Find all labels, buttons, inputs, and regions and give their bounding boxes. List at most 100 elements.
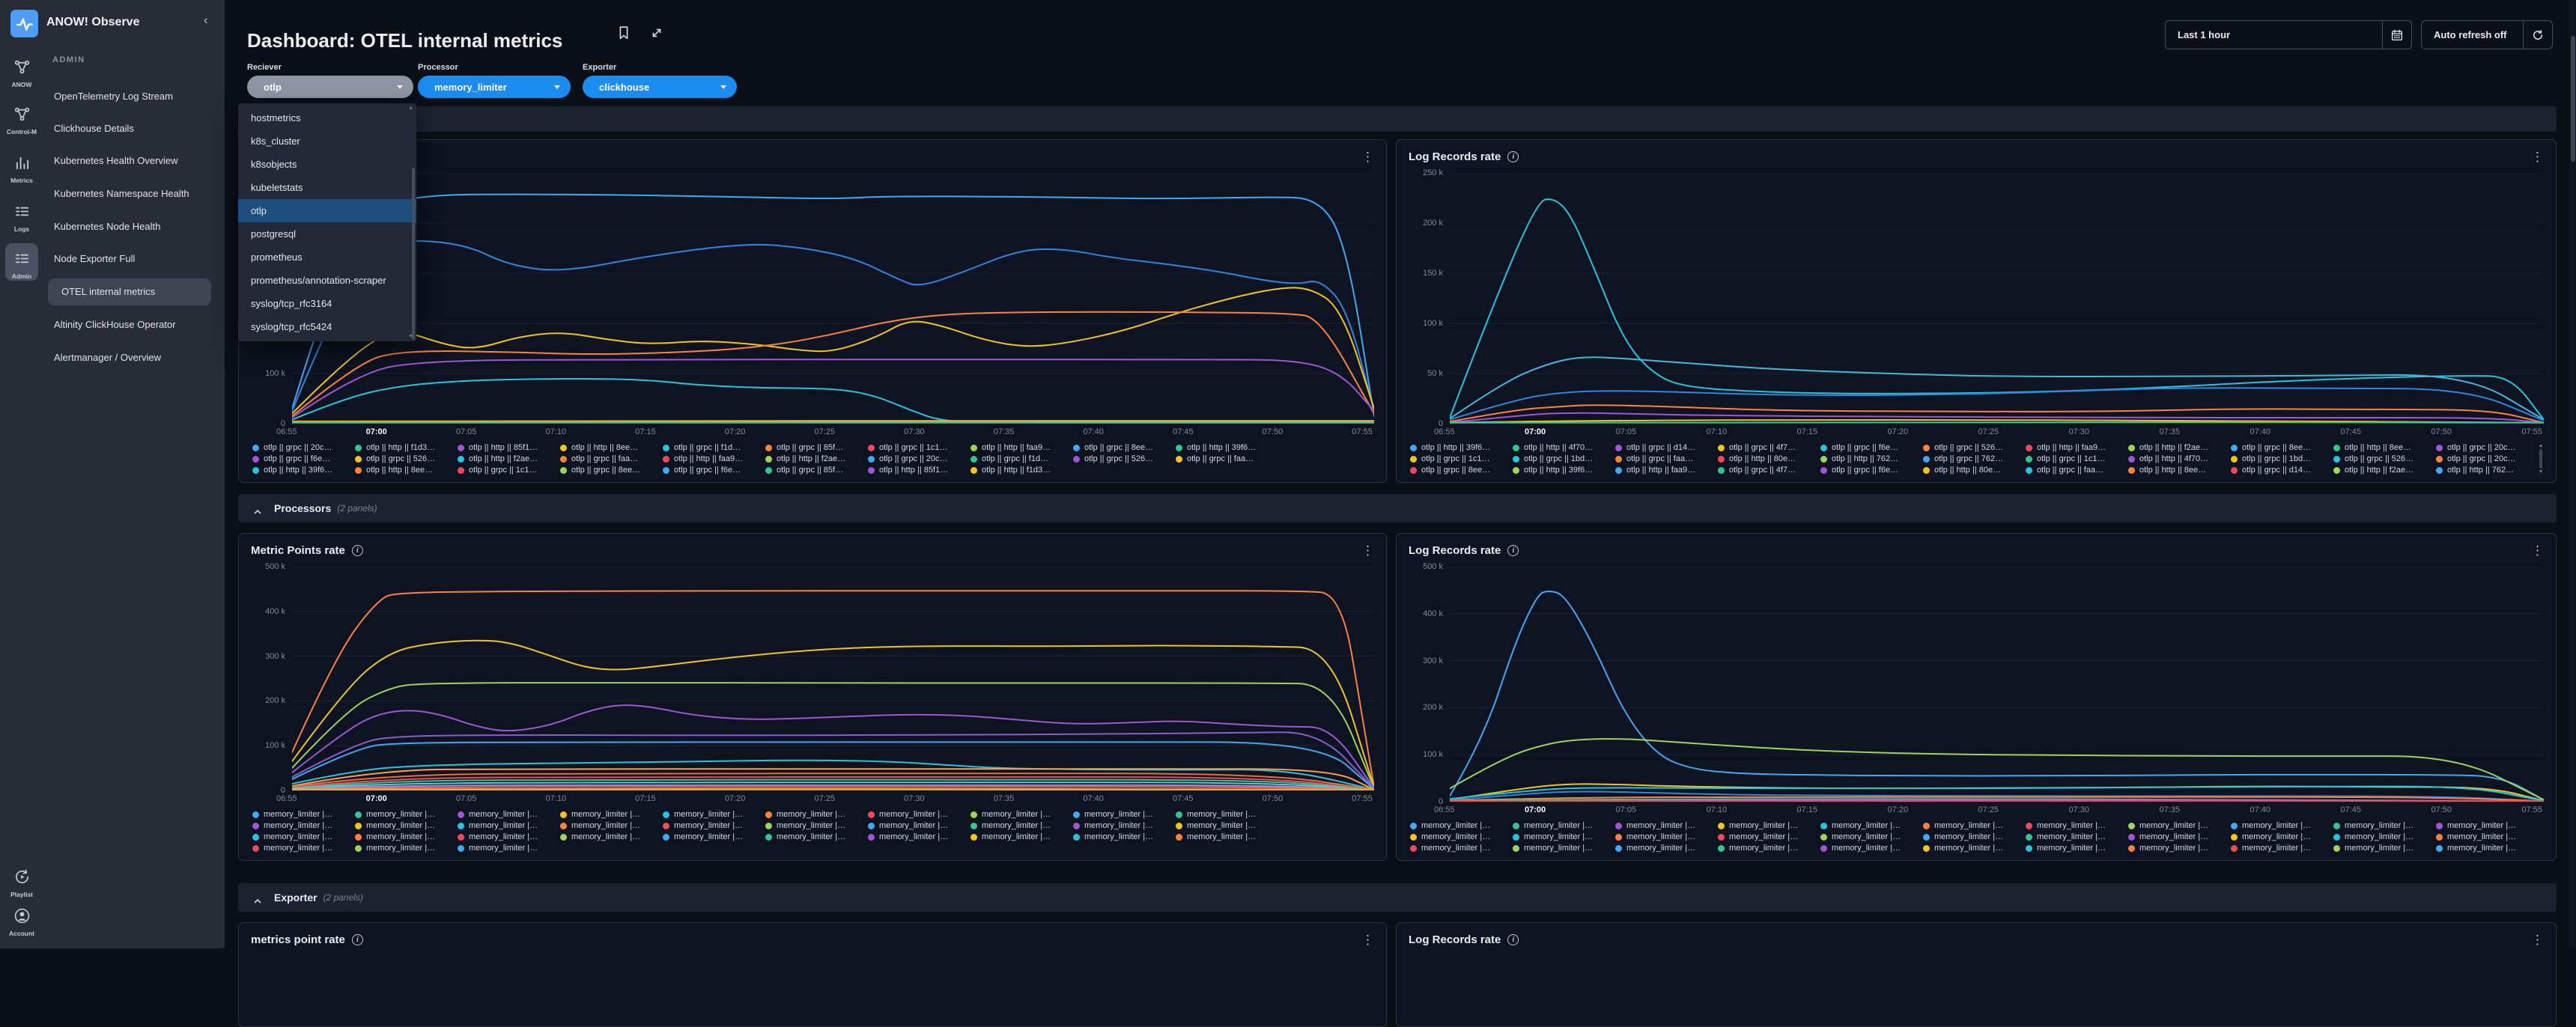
legend-item[interactable]: otlp || grpc || f6e… bbox=[663, 466, 765, 475]
sidebar-item-node-exporter-full[interactable]: Node Exporter Full bbox=[54, 253, 136, 264]
kebab-menu-icon[interactable]: ⋮ bbox=[2531, 543, 2544, 558]
legend-item[interactable]: memory_limiter |… bbox=[868, 832, 970, 841]
legend-item[interactable]: otlp || grpc || 8ee… bbox=[560, 466, 663, 475]
legend-item[interactable]: otlp || http || 85f1… bbox=[868, 466, 970, 475]
legend-item[interactable]: memory_limiter |… bbox=[2128, 821, 2231, 830]
dropdown-option-syslog-tcp-rfc5424[interactable]: syslog/tcp_rfc5424 bbox=[251, 321, 332, 332]
legend-item[interactable]: memory_limiter |… bbox=[1410, 821, 1513, 830]
sidebar-item-opentelemetry-log-stream[interactable]: OpenTelemetry Log Stream bbox=[54, 91, 173, 102]
legend-item[interactable]: otlp || grpc || f6e… bbox=[252, 454, 355, 463]
legend-item[interactable]: memory_limiter |… bbox=[2026, 832, 2128, 841]
chevron-up-icon[interactable] bbox=[253, 895, 262, 903]
line-chart[interactable] bbox=[1450, 173, 2544, 424]
legend-item[interactable]: memory_limiter |… bbox=[1820, 821, 1923, 830]
auto-refresh-control[interactable]: Auto refresh off bbox=[2421, 20, 2553, 49]
legend-item[interactable]: otlp || grpc || 1bd… bbox=[2231, 454, 2333, 463]
legend-item[interactable]: memory_limiter |… bbox=[355, 832, 458, 841]
legend-item[interactable]: memory_limiter |… bbox=[2231, 832, 2333, 841]
legend-item[interactable]: otlp || http || faa9… bbox=[663, 454, 765, 463]
dropdown-option-prometheus[interactable]: prometheus bbox=[251, 252, 303, 263]
legend-item[interactable]: memory_limiter |… bbox=[2436, 821, 2539, 830]
section-bar-processors[interactable]: Processors (2 panels) bbox=[238, 494, 2557, 522]
dropdown-option-otlp[interactable]: otlp bbox=[238, 199, 416, 222]
legend-item[interactable]: memory_limiter |… bbox=[1820, 832, 1923, 841]
legend-item[interactable]: otlp || http || 762… bbox=[1820, 454, 1923, 463]
sidebar-item-kubernetes-health-overview[interactable]: Kubernetes Health Overview bbox=[54, 155, 178, 166]
legend-item[interactable]: otlp || grpc || 4f7… bbox=[1718, 443, 1820, 452]
legend-item[interactable]: memory_limiter |… bbox=[1410, 832, 1513, 841]
legend-item[interactable]: otlp || grpc || 1c1… bbox=[458, 466, 560, 475]
legend-item[interactable]: memory_limiter |… bbox=[970, 832, 1073, 841]
dropdown-option-postgresql[interactable]: postgresql bbox=[251, 228, 296, 240]
legend-item[interactable]: otlp || http || 8ee… bbox=[355, 466, 458, 475]
legend-item[interactable]: memory_limiter |… bbox=[2436, 832, 2539, 841]
legend-item[interactable]: memory_limiter |… bbox=[458, 821, 560, 830]
legend-item[interactable]: otlp || grpc || 20c… bbox=[252, 443, 355, 452]
legend-item[interactable]: otlp || http || faa9… bbox=[970, 443, 1073, 452]
legend-item[interactable]: memory_limiter |… bbox=[1923, 821, 2026, 830]
auto-refresh-label[interactable]: Auto refresh off bbox=[2434, 29, 2507, 40]
scroll-up-icon[interactable]: ▲ bbox=[408, 106, 413, 111]
legend-item[interactable]: memory_limiter |… bbox=[765, 832, 868, 841]
legend-item[interactable]: memory_limiter |… bbox=[1718, 844, 1820, 853]
dropdown-option-k8s-cluster[interactable]: k8s_cluster bbox=[251, 135, 300, 147]
rail-item-logs[interactable]: Logs bbox=[0, 203, 43, 233]
page-scrollbar[interactable] bbox=[2569, 0, 2576, 948]
legend-item[interactable]: otlp || grpc || 20c… bbox=[868, 454, 970, 463]
legend-item[interactable]: otlp || grpc || 8ee… bbox=[2231, 443, 2333, 452]
legend-item[interactable]: memory_limiter |… bbox=[1820, 844, 1923, 853]
legend-item[interactable]: memory_limiter |… bbox=[252, 844, 355, 853]
legend-item[interactable]: memory_limiter |… bbox=[560, 832, 663, 841]
legend-item[interactable]: otlp || grpc || faa… bbox=[1615, 454, 1718, 463]
legend-item[interactable]: otlp || http || 85f1… bbox=[458, 443, 560, 452]
legend-item[interactable]: memory_limiter |… bbox=[1923, 844, 2026, 853]
page-scrollbar-thumb[interactable] bbox=[2571, 36, 2575, 162]
kebab-menu-icon[interactable]: ⋮ bbox=[1361, 932, 1374, 947]
legend-item[interactable]: otlp || grpc || faa… bbox=[1176, 454, 1278, 463]
scroll-up-icon[interactable]: ▲ bbox=[2538, 443, 2544, 448]
legend-item[interactable]: memory_limiter |… bbox=[458, 844, 560, 853]
legend-item[interactable]: memory_limiter |… bbox=[1176, 810, 1278, 819]
legend-item[interactable]: memory_limiter |… bbox=[2333, 844, 2436, 853]
legend-item[interactable]: otlp || http || 39f6… bbox=[1410, 443, 1513, 452]
legend-item[interactable]: memory_limiter |… bbox=[1176, 821, 1278, 830]
legend-item[interactable]: otlp || http || f1d3… bbox=[970, 466, 1073, 475]
time-range-value[interactable]: Last 1 hour bbox=[2178, 29, 2231, 40]
legend-item[interactable]: memory_limiter |… bbox=[355, 844, 458, 853]
info-icon[interactable]: i bbox=[351, 933, 363, 945]
legend-item[interactable]: otlp || grpc || 8ee… bbox=[1410, 466, 1513, 475]
legend-item[interactable]: otlp || http || 8ee… bbox=[2333, 443, 2436, 452]
rail-item-metrics[interactable]: Metrics bbox=[0, 154, 43, 184]
time-range-picker[interactable]: Last 1 hour bbox=[2165, 20, 2412, 49]
legend-item[interactable]: otlp || http || f1d3… bbox=[355, 443, 458, 452]
legend-item[interactable]: memory_limiter |… bbox=[765, 821, 868, 830]
sidebar-item-alertmanager-overview[interactable]: Alertmanager / Overview bbox=[54, 352, 162, 363]
legend-item[interactable]: otlp || http || 80e… bbox=[1923, 466, 2026, 475]
line-chart[interactable] bbox=[1450, 567, 2544, 802]
info-icon[interactable]: i bbox=[1507, 544, 1519, 556]
dropdown-option-prometheus-annotation-scraper[interactable]: prometheus/annotation-scraper bbox=[251, 275, 386, 286]
legend-item[interactable]: otlp || grpc || 85f… bbox=[765, 443, 868, 452]
legend-item[interactable]: otlp || http || 4f70… bbox=[2128, 454, 2231, 463]
legend-item[interactable]: memory_limiter |… bbox=[2026, 821, 2128, 830]
legend-item[interactable]: memory_limiter |… bbox=[2436, 844, 2539, 853]
legend-item[interactable]: otlp || http || f2ae… bbox=[2333, 466, 2436, 475]
filter-exporter-value[interactable]: clickhouse bbox=[583, 76, 737, 98]
legend-item[interactable]: memory_limiter |… bbox=[1615, 832, 1718, 841]
legend-item[interactable]: memory_limiter |… bbox=[1410, 844, 1513, 853]
kebab-menu-icon[interactable]: ⋮ bbox=[2531, 932, 2544, 947]
legend-item[interactable]: otlp || grpc || 526… bbox=[2333, 454, 2436, 463]
line-chart[interactable] bbox=[292, 173, 1374, 424]
rail-item-account[interactable]: Account bbox=[0, 907, 43, 937]
legend-item[interactable]: memory_limiter |… bbox=[2333, 832, 2436, 841]
legend-item[interactable]: otlp || grpc || 1bd… bbox=[1513, 454, 1615, 463]
dropdown-option-kubeletstats[interactable]: kubeletstats bbox=[251, 182, 303, 193]
legend-item[interactable]: otlp || http || 4f70… bbox=[1513, 443, 1615, 452]
sidebar-item-altinity-clickhouse-operator[interactable]: Altinity ClickHouse Operator bbox=[54, 319, 176, 330]
legend-item[interactable]: otlp || grpc || f1d… bbox=[970, 454, 1073, 463]
legend-item[interactable]: memory_limiter |… bbox=[1718, 821, 1820, 830]
legend-item[interactable]: memory_limiter |… bbox=[663, 810, 765, 819]
line-chart[interactable] bbox=[292, 567, 1374, 790]
legend-item[interactable]: otlp || grpc || 85f… bbox=[765, 466, 868, 475]
legend-item[interactable]: memory_limiter |… bbox=[2026, 844, 2128, 853]
